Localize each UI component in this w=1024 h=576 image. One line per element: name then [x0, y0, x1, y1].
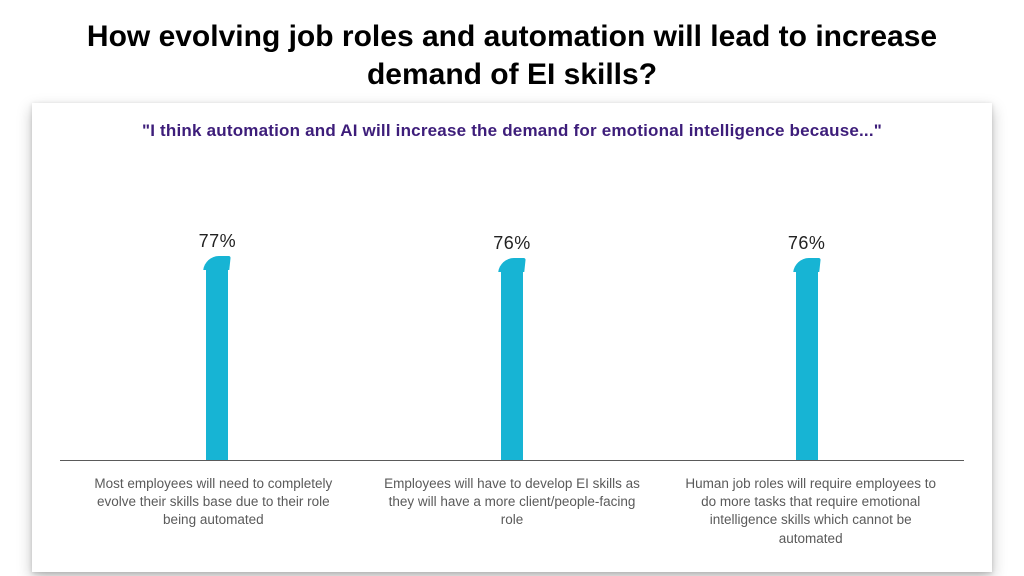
bar-body [206, 268, 228, 461]
bar-value-label: 76% [493, 233, 531, 254]
bar-column: 76% [659, 171, 954, 460]
chart-area: 77% 76% 76% [60, 171, 964, 461]
bar-cap [793, 258, 820, 272]
bar [499, 258, 525, 460]
bar [794, 258, 820, 460]
chart-card: "I think automation and AI will increase… [32, 103, 992, 572]
bar-column: 77% [70, 171, 365, 460]
chart-subtitle: "I think automation and AI will increase… [60, 121, 964, 141]
bar-cap [204, 256, 231, 270]
bar-value-label: 77% [199, 231, 237, 252]
bar-caption: Employees will have to develop EI skills… [363, 475, 662, 548]
bar-column: 76% [365, 171, 660, 460]
bar-body [796, 270, 818, 460]
bar-value-label: 76% [788, 233, 826, 254]
bar-cap [498, 258, 525, 272]
bar-caption: Most employees will need to completely e… [64, 475, 363, 548]
bar-caption: Human job roles will require employees t… [661, 475, 960, 548]
chart-captions: Most employees will need to completely e… [60, 461, 964, 548]
bar-body [501, 270, 523, 460]
bar [204, 256, 230, 461]
page-title: How evolving job roles and automation wi… [0, 0, 1024, 103]
page: How evolving job roles and automation wi… [0, 0, 1024, 576]
